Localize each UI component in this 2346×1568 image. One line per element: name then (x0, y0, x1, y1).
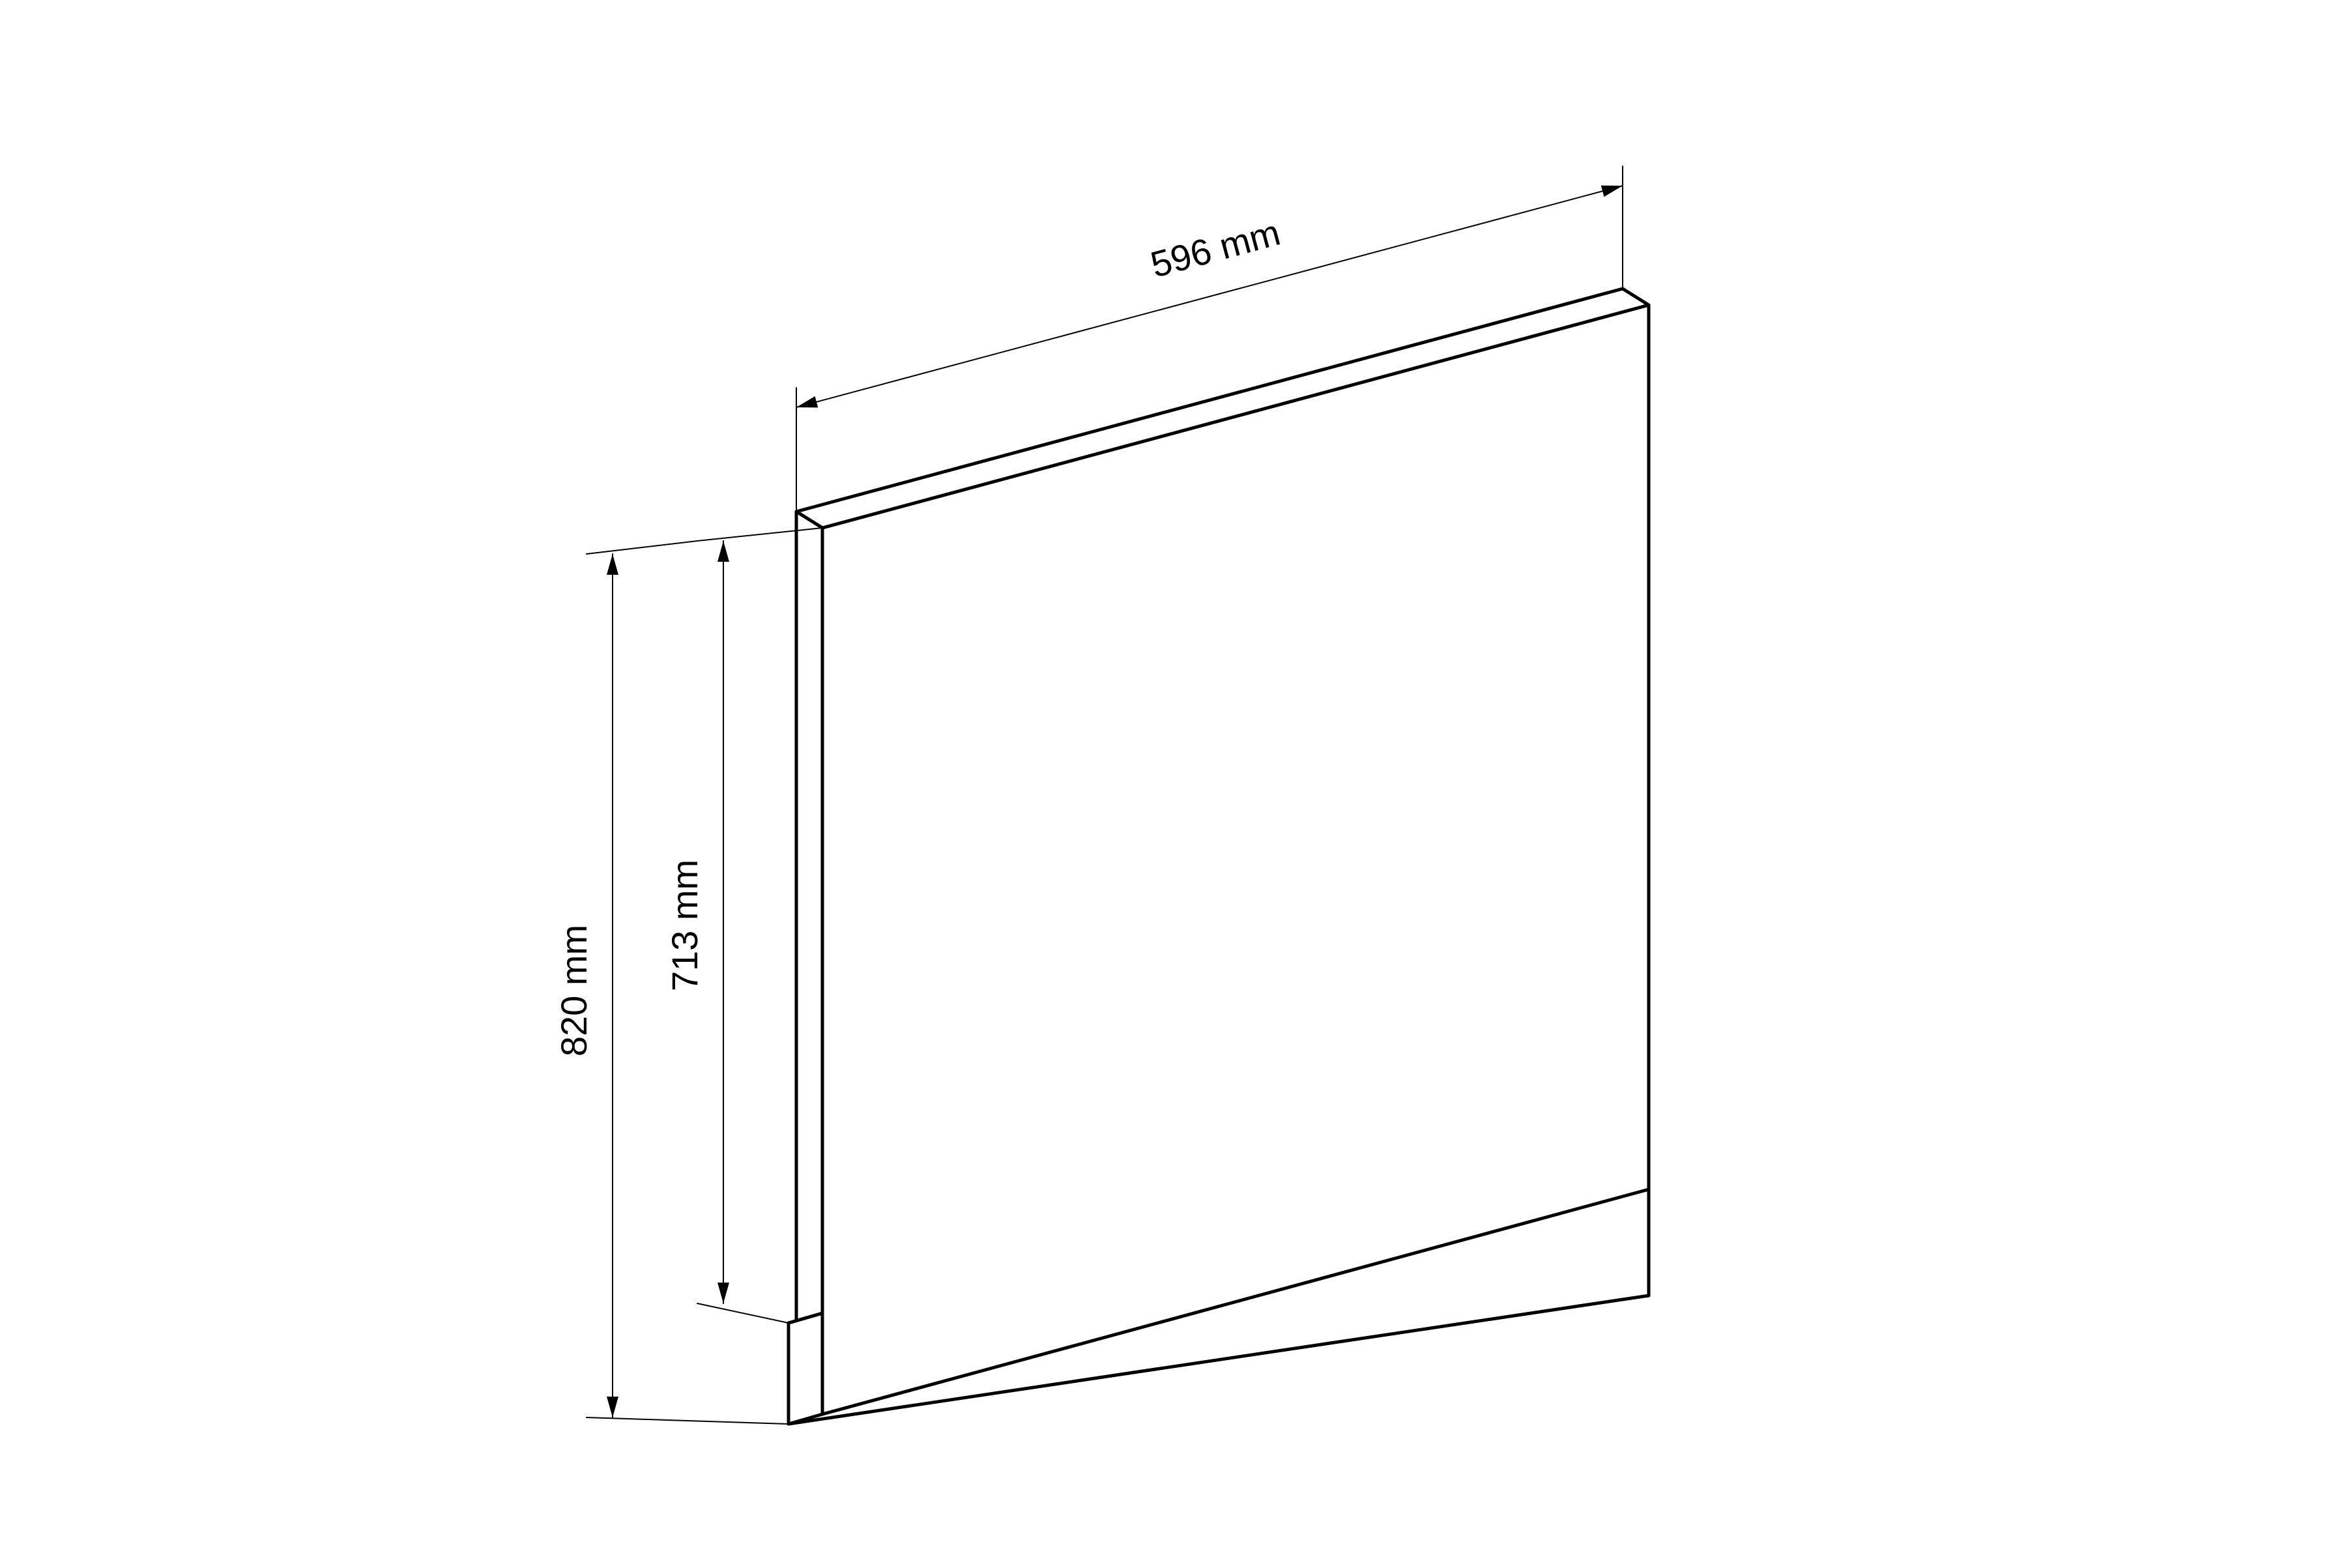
technical-drawing: 596 mm 713 mm 820 mm (0, 0, 2346, 1565)
panel-outline (789, 289, 1649, 1424)
dimension-width-label: 596 mm (1146, 212, 1284, 285)
dimension-height-713-label: 713 mm (664, 860, 705, 991)
dimension-height-820-label: 820 mm (553, 925, 594, 1056)
